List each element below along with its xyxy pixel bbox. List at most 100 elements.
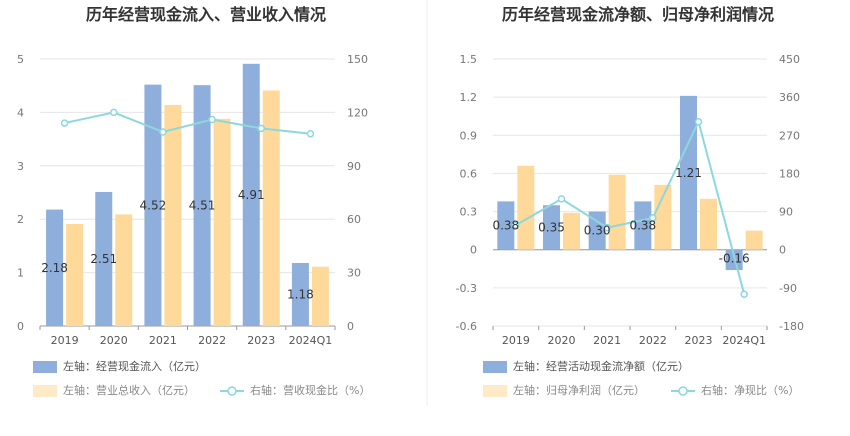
chart1-title: 历年经营现金流入、营业收入情况 — [86, 5, 326, 24]
chart2-y-right-tick: 0 — [779, 244, 786, 257]
chart2-y-right-tick: -180 — [779, 320, 804, 333]
chart1-ratio-point — [257, 124, 265, 133]
chart1-data-label: 2.51 — [90, 252, 117, 266]
chart2-bar-primary — [543, 205, 560, 250]
chart1-y-left-tick: 0 — [17, 320, 24, 333]
chart2-bar-secondary — [563, 212, 580, 250]
chart1-bar-secondary — [311, 266, 329, 326]
chart1-x-tick-label: 2019 — [51, 334, 79, 347]
chart1-data-label: 1.18 — [287, 287, 314, 301]
chart2-y-right-tick: 450 — [779, 53, 800, 66]
chart1-y-left-tick: 4 — [17, 106, 24, 119]
chart2-ratio-point — [603, 223, 611, 232]
chart1-legend-swatch — [33, 385, 57, 397]
chart2-bar-secondary — [654, 184, 672, 250]
chart2-ratio-point — [557, 195, 566, 203]
chart1-bar-primary — [193, 85, 211, 326]
chart2-y-right-tick: 90 — [779, 206, 793, 219]
chart2-ratio-point — [694, 117, 703, 126]
chart2-y-left-tick: -0.3 — [456, 282, 477, 295]
chart1-ratio-point — [159, 128, 167, 136]
chart2-ratio-line — [515, 118, 746, 295]
chart1-ratio-line — [64, 111, 311, 135]
chart1-ratio-point — [60, 119, 69, 127]
chart1-bar-secondary — [66, 224, 84, 326]
chart2-y-right-tick: 180 — [779, 167, 800, 180]
chart1-legend-marker — [227, 386, 237, 396]
chart2-y-right-tick: 360 — [779, 91, 800, 104]
chart2-data-label: 1.21 — [675, 166, 702, 180]
chart1-y-right-tick: 0 — [347, 320, 354, 333]
chart2-x-tick-label: 2019 — [502, 334, 530, 347]
chart2-legend-label: 右轴：净现比（%） — [701, 383, 799, 397]
chart1-data-label: 4.52 — [140, 198, 167, 212]
chart2-y-left-tick: 0.6 — [460, 167, 478, 180]
chart1-x-tick-label: 2020 — [100, 334, 128, 347]
chart2-y-left-tick: 0 — [470, 244, 477, 257]
chart2-legend-swatch — [483, 361, 507, 373]
chart2-ratio-point — [649, 214, 657, 222]
chart2-bar-secondary — [745, 230, 763, 250]
chart1-legend-label: 右轴：营收现金比（%） — [250, 383, 370, 397]
chart2-x-tick-label: 2020 — [548, 334, 576, 347]
chart1-y-left-tick: 1 — [17, 267, 24, 280]
chart2-x-tick-label: 2024Q1 — [722, 334, 766, 347]
chart2-bar-secondary — [700, 198, 717, 250]
chart1-bar-secondary — [262, 90, 280, 326]
chart2-data-label: 0.35 — [538, 220, 565, 234]
chart1-legend-label: 左轴：经营现金流入（亿元） — [63, 359, 206, 373]
chart1-bar-primary — [291, 262, 309, 326]
chart1-data-label: 4.91 — [238, 188, 265, 202]
chart1-bar-secondary — [115, 214, 133, 326]
chart2-ratio-point — [512, 221, 520, 229]
chart2-legend-marker — [678, 386, 688, 396]
chart1-x-tick-label: 2023 — [247, 334, 275, 347]
chart2-y-left-tick: 1.2 — [460, 91, 478, 104]
chart1-legend-label: 左轴：营业总收入（亿元） — [63, 383, 195, 397]
chart1-x-tick-label: 2021 — [149, 334, 177, 347]
chart1-y-right-tick: 150 — [347, 53, 368, 66]
chart1-y-left-tick: 2 — [17, 213, 24, 226]
chart1-bar-secondary — [213, 118, 231, 326]
chart1-bar-primary — [95, 191, 113, 326]
chart2-bar-secondary — [608, 174, 626, 250]
chart2-y-left-tick: -0.6 — [456, 320, 477, 333]
chart1-bar-primary — [46, 209, 64, 326]
chart1-bar-primary — [144, 84, 162, 326]
chart1-x-tick-label: 2024Q1 — [289, 334, 333, 347]
chart1-bar-secondary — [164, 104, 182, 326]
chart2-ratio-point — [740, 290, 748, 298]
chart2-bar-primary — [497, 201, 515, 250]
chart2-bar-primary — [634, 201, 652, 250]
chart2-data-label: 0.38 — [492, 219, 519, 233]
chart1-legend-swatch — [33, 361, 57, 373]
chart1-y-right-tick: 60 — [347, 213, 361, 226]
chart2-x-tick-label: 2021 — [593, 334, 621, 347]
chart1-ratio-point — [306, 130, 315, 138]
chart1-ratio-point — [208, 115, 216, 124]
chart1-y-right-tick: 30 — [347, 267, 361, 280]
chart1-y-left-tick: 5 — [17, 53, 24, 66]
chart2-y-left-tick: 1.5 — [460, 53, 478, 66]
chart1-bar-primary — [242, 63, 260, 326]
chart2-data-label: -0.16 — [719, 252, 750, 266]
chart1-data-label: 2.18 — [41, 261, 68, 275]
chart2-y-left-tick: 0.3 — [460, 206, 478, 219]
chart2-legend-label: 左轴：经营活动现金流净额（亿元） — [513, 359, 689, 373]
chart1-y-right-tick: 120 — [347, 106, 368, 119]
chart2-x-tick-label: 2022 — [639, 334, 667, 347]
chart2-legend-label: 左轴：归母净利润（亿元） — [513, 383, 645, 397]
chart2-bar-primary — [588, 211, 606, 250]
chart1-x-tick-label: 2022 — [198, 334, 226, 347]
chart2-data-label: 0.38 — [629, 219, 656, 233]
chart2-x-tick-label: 2023 — [685, 334, 713, 347]
chart1-y-right-tick: 90 — [347, 160, 361, 173]
chart2-y-right-tick: 270 — [779, 129, 800, 142]
chart1-y-left-tick: 3 — [17, 160, 24, 173]
chart2-legend-swatch — [483, 385, 507, 397]
chart2-data-label: 0.30 — [584, 224, 611, 238]
chart1-data-label: 4.51 — [189, 199, 216, 213]
chart2-y-right-tick: -90 — [779, 282, 797, 295]
chart1-ratio-point — [110, 108, 118, 117]
